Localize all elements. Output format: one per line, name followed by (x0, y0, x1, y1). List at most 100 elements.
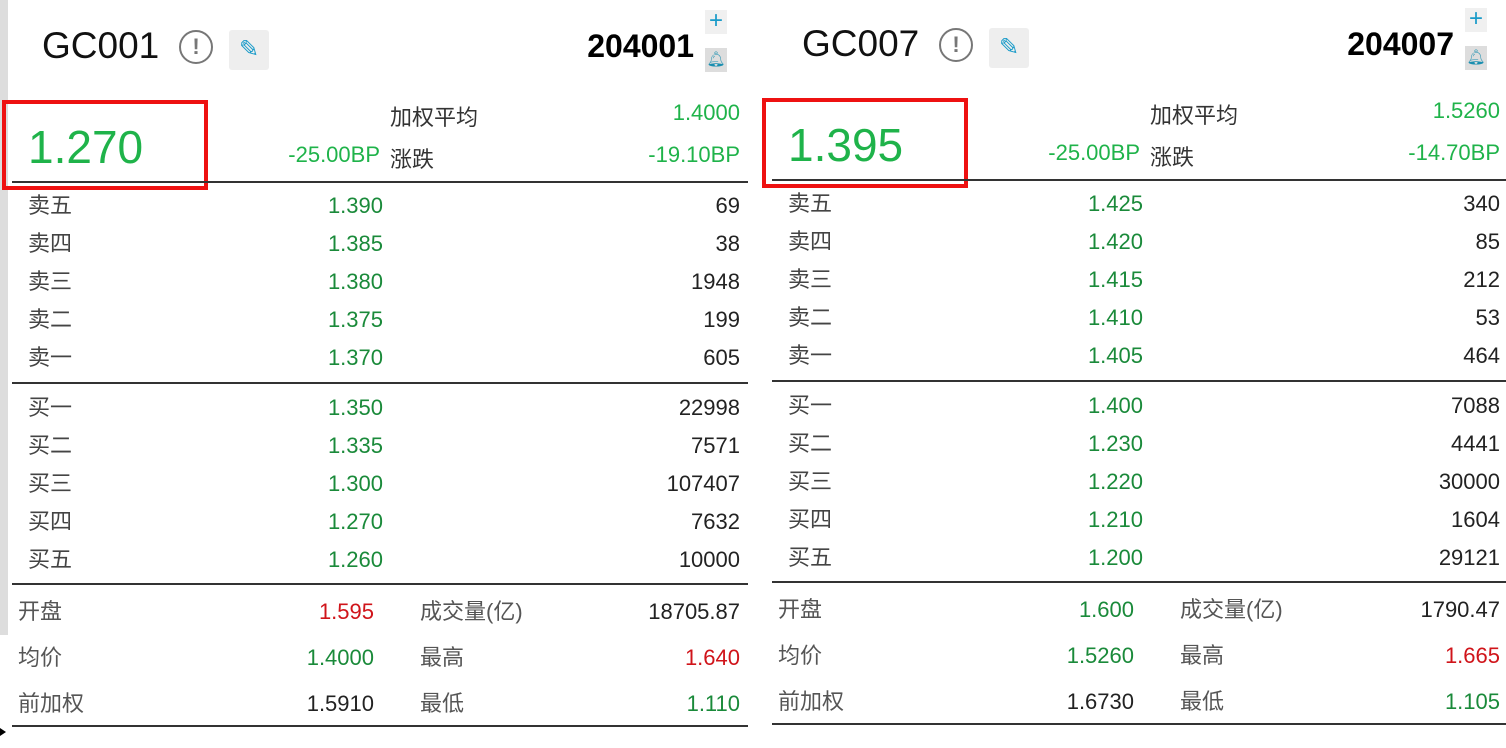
level-volume: 7632 (691, 509, 740, 534)
level-label: 卖二 (788, 305, 833, 330)
level-volume: 38 (715, 231, 740, 256)
level-label: 买四 (788, 507, 833, 532)
plus-icon[interactable]: + (705, 9, 727, 34)
pencil-icon[interactable]: ✎ (229, 30, 269, 70)
ask-row[interactable]: 卖一 1.405 464 (760, 337, 1506, 375)
level-label: 卖一 (28, 345, 73, 370)
level-label: 买五 (788, 545, 833, 570)
ask-row[interactable]: 卖一 1.370 605 (0, 339, 748, 377)
bell-icon[interactable]: 🔔︎ (705, 48, 727, 72)
level-label: 卖五 (788, 191, 833, 216)
ask-row[interactable]: 卖二 1.410 53 (760, 299, 1506, 337)
ask-row[interactable]: 卖二 1.375 199 (0, 301, 748, 339)
quote-panel: GC001 ! ✎ 204001 + 🔔︎ 1.270 -25.00BP 加权平… (0, 0, 748, 748)
stats-row: 开盘 1.595 成交量(亿) 18705.87 (0, 589, 748, 635)
level-volume: 7088 (1451, 393, 1500, 418)
avg-label: 均价 (778, 643, 823, 668)
ask-row[interactable]: 卖三 1.380 1948 (0, 263, 748, 301)
low-label: 最低 (420, 691, 465, 716)
stats-row: 开盘 1.600 成交量(亿) 1790.47 (760, 587, 1506, 633)
level-volume: 10000 (678, 547, 740, 572)
level-price: 1.270 (327, 509, 383, 534)
volume-label: 成交量(亿) (420, 599, 523, 624)
ask-row[interactable]: 卖四 1.420 85 (760, 223, 1506, 261)
avg-label: 均价 (18, 645, 63, 670)
bid-row[interactable]: 买四 1.210 1604 (760, 501, 1506, 539)
bell-icon[interactable]: 🔔︎ (1465, 46, 1487, 70)
stats-row: 均价 1.5260 最高 1.665 (760, 633, 1506, 679)
bid-row[interactable]: 买五 1.200 29121 (760, 539, 1506, 577)
level-price: 1.410 (1087, 305, 1143, 330)
level-price: 1.375 (327, 307, 383, 332)
level-price: 1.405 (1087, 343, 1143, 368)
expand-arrow-icon[interactable] (0, 728, 6, 736)
level-price: 1.400 (1087, 393, 1143, 418)
open-value: 1.600 (1078, 597, 1134, 622)
level-volume: 4441 (1451, 431, 1500, 456)
bid-row[interactable]: 买三 1.220 30000 (760, 463, 1506, 501)
ask-row[interactable]: 卖五 1.390 69 (0, 187, 748, 225)
low-value: 1.105 (1444, 689, 1500, 714)
level-price: 1.230 (1087, 431, 1143, 456)
level-label: 卖二 (28, 307, 73, 332)
bid-row[interactable]: 买一 1.350 22998 (0, 389, 748, 427)
pencil-icon[interactable]: ✎ (989, 28, 1029, 68)
level-price: 1.200 (1087, 545, 1143, 570)
level-label: 买二 (28, 433, 73, 458)
wavg-label: 加权平均 (390, 105, 479, 130)
divider (12, 382, 748, 384)
highlight-box (2, 100, 208, 190)
divider (12, 725, 748, 727)
level-price: 1.385 (327, 231, 383, 256)
wavg-value: 1.4000 (672, 100, 740, 125)
level-price: 1.350 (327, 395, 383, 420)
level-label: 买一 (28, 395, 73, 420)
ask-row[interactable]: 卖三 1.415 212 (760, 261, 1506, 299)
wavg-value: 1.5260 (1432, 98, 1500, 123)
level-volume: 1604 (1451, 507, 1500, 532)
level-label: 买三 (28, 471, 73, 496)
wavg-label: 加权平均 (1150, 103, 1239, 128)
level-price: 1.335 (327, 433, 383, 458)
high-label: 最高 (420, 645, 465, 670)
last-price: 1.395 (788, 119, 904, 171)
bid-row[interactable]: 买一 1.400 7088 (760, 387, 1506, 425)
bid-row[interactable]: 买二 1.335 7571 (0, 427, 748, 465)
level-label: 卖五 (28, 193, 73, 218)
info-icon[interactable]: ! (939, 28, 973, 62)
chg-value: -19.10BP (648, 142, 740, 167)
level-volume: 464 (1463, 343, 1500, 368)
sidebar-scrollbar[interactable] (0, 0, 8, 635)
stats-row: 均价 1.4000 最高 1.640 (0, 635, 748, 681)
level-price: 1.420 (1087, 229, 1143, 254)
plus-icon[interactable]: + (1465, 7, 1487, 32)
info-icon[interactable]: ! (179, 30, 213, 64)
level-price: 1.415 (1087, 267, 1143, 292)
bid-row[interactable]: 买三 1.300 107407 (0, 465, 748, 503)
ask-row[interactable]: 卖五 1.425 340 (760, 185, 1506, 223)
level-price: 1.380 (327, 269, 383, 294)
divider (12, 583, 748, 585)
level-volume: 605 (703, 345, 740, 370)
level-volume: 7571 (691, 433, 740, 458)
avg-value: 1.5260 (1066, 643, 1134, 668)
high-value: 1.640 (684, 645, 740, 670)
divider (772, 581, 1506, 583)
level-volume: 53 (1475, 305, 1500, 330)
price-change: -25.00BP (288, 142, 380, 167)
bid-row[interactable]: 买二 1.230 4441 (760, 425, 1506, 463)
level-volume: 199 (703, 307, 740, 332)
chg-value: -14.70BP (1408, 140, 1500, 165)
level-label: 卖四 (28, 231, 73, 256)
level-volume: 340 (1463, 191, 1500, 216)
volume-value: 18705.87 (648, 599, 740, 624)
price-change: -25.00BP (1048, 140, 1140, 165)
level-label: 买四 (28, 509, 73, 534)
bid-row[interactable]: 买四 1.270 7632 (0, 503, 748, 541)
level-price: 1.300 (327, 471, 383, 496)
level-label: 买二 (788, 431, 833, 456)
level-price: 1.220 (1087, 469, 1143, 494)
level-volume: 30000 (1438, 469, 1500, 494)
ask-row[interactable]: 卖四 1.385 38 (0, 225, 748, 263)
bid-row[interactable]: 买五 1.260 10000 (0, 541, 748, 579)
